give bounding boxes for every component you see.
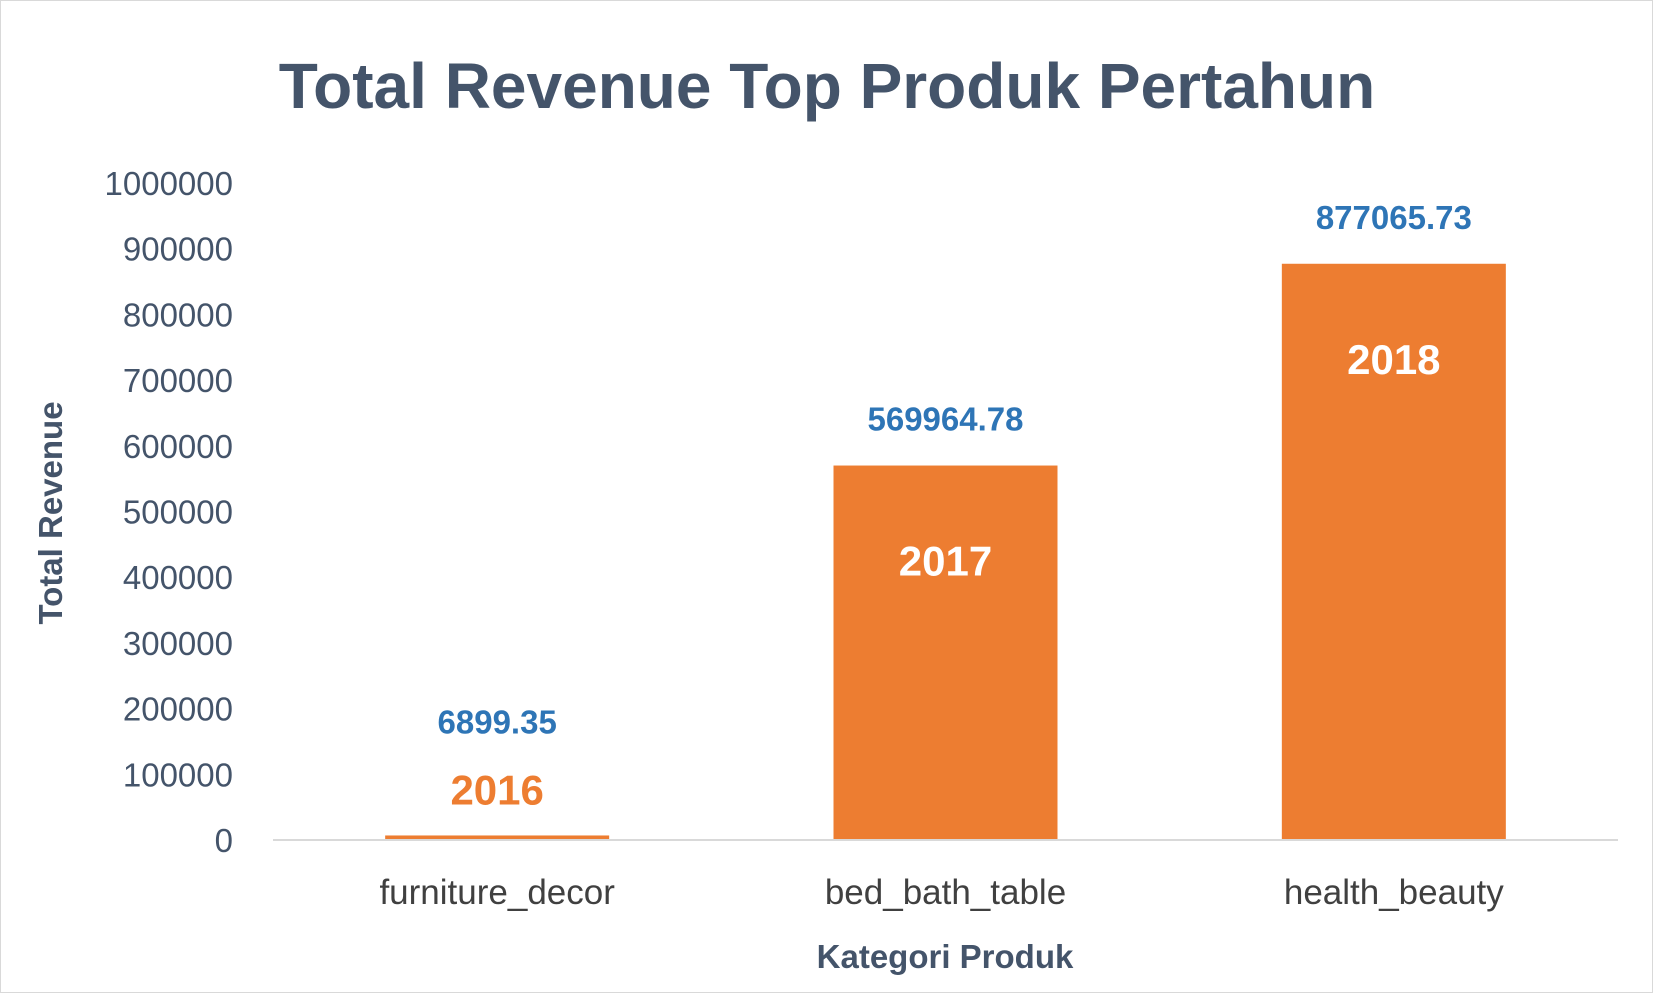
y-tick-label: 700000: [123, 362, 233, 399]
bar-value-label: 6899.35: [438, 703, 557, 740]
y-tick-label: 500000: [123, 494, 233, 531]
bar-value-label: 569964.78: [868, 401, 1024, 438]
y-axis-title: Total Revenue: [32, 401, 69, 624]
bar-health_beauty: [1281, 263, 1506, 840]
bar-year-label: 2016: [450, 766, 543, 813]
y-tick-label: 400000: [123, 559, 233, 596]
y-tick-label: 0: [215, 822, 233, 859]
bars-group: 6899.35 2016 569964.78 2017 877065.73 2018: [385, 199, 1506, 840]
y-tick-label: 900000: [123, 231, 233, 268]
y-tick-label: 100000: [123, 756, 233, 793]
x-axis-title: Kategori Produk: [817, 938, 1074, 975]
y-tick-label: 800000: [123, 296, 233, 333]
y-tick-label: 1000000: [105, 165, 233, 202]
y-tick-label: 600000: [123, 428, 233, 465]
y-axis-ticks: 0 100000 200000 300000 400000 500000 600000 700…: [105, 165, 233, 859]
bar-value-label: 877065.73: [1316, 199, 1472, 236]
bar-year-label: 2018: [1347, 336, 1440, 383]
bar-furniture_decor: [385, 835, 610, 840]
bar-bed_bath_table: [833, 465, 1058, 840]
x-category-label: furniture_decor: [379, 873, 615, 912]
x-axis-categories: furniture_decor bed_bath_table health_beau…: [379, 873, 1504, 912]
chart-title: Total Revenue Top Produk Pertahun: [279, 50, 1375, 122]
x-category-label: health_beauty: [1284, 873, 1504, 912]
bar-year-label: 2017: [899, 538, 992, 585]
y-tick-label: 300000: [123, 625, 233, 662]
x-category-label: bed_bath_table: [825, 873, 1066, 912]
y-tick-label: 200000: [123, 691, 233, 728]
